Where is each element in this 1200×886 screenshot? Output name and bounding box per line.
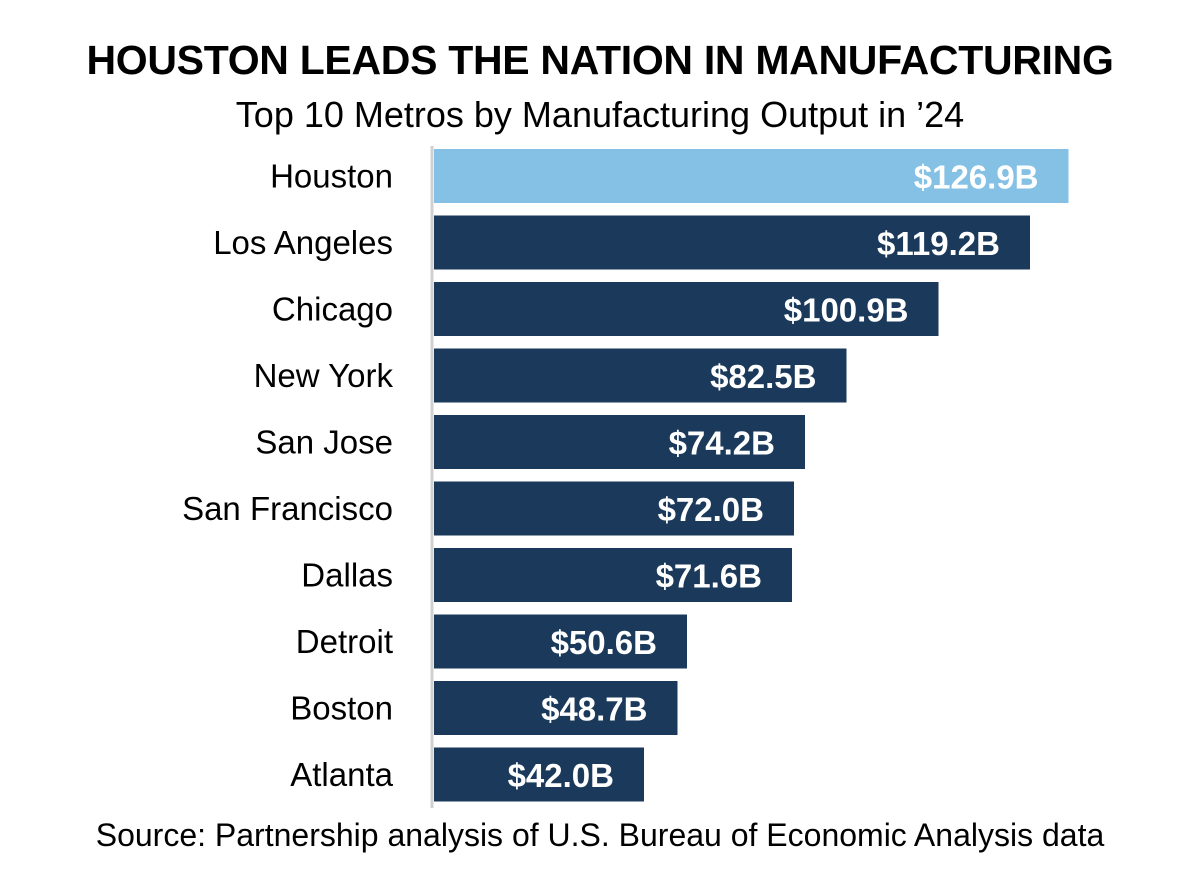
bar bbox=[434, 415, 805, 469]
category-label: San Jose bbox=[255, 424, 393, 461]
bar bbox=[434, 747, 644, 802]
bar bbox=[434, 614, 687, 669]
bar bbox=[434, 149, 1069, 203]
data-label: $42.0B bbox=[508, 757, 614, 794]
data-label: $50.6B bbox=[551, 624, 657, 661]
category-label: Los Angeles bbox=[213, 224, 393, 261]
category-label: Houston bbox=[270, 158, 393, 195]
data-label: $100.9B bbox=[784, 292, 909, 329]
source-note: Source: Partnership analysis of U.S. Bur… bbox=[95, 817, 1105, 853]
data-label: $126.9B bbox=[914, 159, 1039, 196]
bar bbox=[434, 215, 1030, 270]
category-label: Detroit bbox=[296, 623, 393, 660]
data-label: $72.0B bbox=[658, 491, 764, 528]
category-label: Boston bbox=[290, 690, 393, 727]
category-label: Chicago bbox=[272, 291, 393, 328]
bar bbox=[434, 681, 678, 735]
chart-title: HOUSTON LEADS THE NATION IN MANUFACTURIN… bbox=[86, 37, 1114, 83]
category-label: Dallas bbox=[301, 557, 393, 594]
chart-subtitle: Top 10 Metros by Manufacturing Output in… bbox=[235, 94, 965, 135]
bar bbox=[434, 348, 847, 403]
bar bbox=[434, 548, 792, 602]
category-label: New York bbox=[254, 357, 394, 394]
data-label: $74.2B bbox=[669, 425, 775, 462]
category-label: Atlanta bbox=[290, 756, 393, 793]
data-label: $71.6B bbox=[656, 558, 762, 595]
bar bbox=[434, 282, 939, 336]
data-label: $82.5B bbox=[710, 358, 816, 395]
data-label: $119.2B bbox=[877, 225, 1000, 262]
bar bbox=[434, 481, 794, 536]
data-label: $48.7B bbox=[541, 691, 647, 728]
category-label: San Francisco bbox=[182, 490, 393, 527]
